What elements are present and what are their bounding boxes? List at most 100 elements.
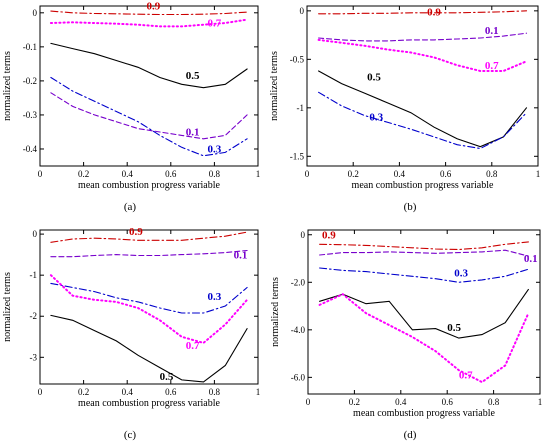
series-label-0.9: 0.9: [129, 226, 143, 238]
series-line-0.5: [318, 70, 528, 148]
x-axis-label: mean combustion progress variable: [352, 180, 494, 191]
series-line-0.7: [317, 38, 528, 72]
series-line-0.3: [319, 267, 529, 283]
panel-caption: (c): [124, 429, 137, 441]
y-tick-label: -0.5: [290, 54, 305, 64]
series-line-0.9: [50, 10, 248, 16]
y-tick-label: 0: [33, 8, 38, 18]
x-tick-label: 0.6: [442, 397, 454, 407]
x-tick-label: 0.2: [348, 169, 359, 179]
y-axis-label: normalized terms: [269, 51, 280, 121]
series-line-0.9: [318, 10, 528, 15]
series-label-0.5: 0.5: [367, 72, 381, 84]
y-tick-label: -0.4: [23, 144, 38, 154]
x-axis-label: mean combustion progress variable: [78, 180, 220, 191]
series-line-0.7: [49, 18, 249, 28]
series-line-0.9: [319, 241, 529, 251]
series-label-0.3: 0.3: [454, 267, 468, 279]
y-tick-label: -0.3: [23, 110, 38, 120]
series-label-0.3: 0.3: [208, 143, 222, 155]
series-label-0.1: 0.1: [485, 25, 499, 37]
x-tick-label: 0.8: [488, 397, 500, 407]
y-tick-label: -2.0: [291, 277, 306, 287]
x-tick-label: 0.2: [349, 397, 360, 407]
series-label-0.7: 0.7: [459, 370, 473, 382]
panel-caption: (d): [404, 429, 417, 441]
series-label-0.7: 0.7: [186, 340, 200, 352]
series-label-0.9: 0.9: [322, 229, 336, 241]
y-tick-label: -2: [30, 311, 38, 321]
x-tick-label: 1: [256, 387, 261, 397]
series-line-0.7: [49, 274, 249, 345]
panel-b: 0 0.2 0.4 0.6 0.8 1 0 -0.5 -1 -1.5 mean combustion…: [269, 5, 541, 213]
x-tick-label: 0.8: [209, 387, 221, 397]
plot-frame: [39, 5, 259, 167]
y-axis-label: normalized terms: [2, 51, 13, 121]
series-label-0.1: 0.1: [524, 253, 538, 265]
panel-caption: (a): [124, 201, 137, 213]
series-line-0.1: [50, 92, 248, 140]
plot-frame: [307, 229, 541, 395]
series-line-0.5: [319, 288, 529, 339]
x-tick-label: 0.4: [122, 387, 134, 397]
y-tick-label: 0: [300, 6, 305, 16]
y-tick-label: -0.2: [23, 76, 37, 86]
y-tick-label: -4.0: [291, 325, 306, 335]
x-tick-label: 1: [538, 397, 543, 407]
x-tick-label: 0.2: [78, 169, 89, 179]
x-tick-label: 0: [305, 169, 310, 179]
y-axis-label: normalized terms: [270, 277, 281, 347]
series-label-0.1: 0.1: [186, 126, 200, 138]
y-axis-label: normalized terms: [2, 272, 13, 342]
x-axis-label: mean combustion progress variable: [353, 408, 495, 419]
series-label-0.5: 0.5: [160, 371, 174, 383]
x-tick-label: 0.2: [78, 387, 89, 397]
series-line-0.1: [50, 249, 248, 258]
x-tick-label: 0.4: [122, 169, 134, 179]
series-line-0.3: [318, 91, 528, 150]
y-tick-label: -3: [30, 352, 38, 362]
x-tick-label: 0.8: [486, 169, 498, 179]
panel-c: 0 0.2 0.4 0.6 0.8 1 0 -1 -2 -3 mean combustion pro…: [2, 226, 260, 441]
series-label-0.3: 0.3: [369, 111, 383, 123]
y-tick-label: -1: [30, 270, 38, 280]
series-label-0.9: 0.9: [427, 7, 441, 19]
plot-frame: [39, 229, 259, 385]
x-tick-label: 0.4: [394, 169, 406, 179]
plot-frame: [306, 5, 539, 167]
y-tick-label: -6.0: [291, 372, 306, 382]
series-line-0.5: [50, 42, 248, 89]
x-tick-label: 0.6: [165, 169, 177, 179]
series-label-0.1: 0.1: [234, 250, 248, 262]
x-tick-label: 0.8: [209, 169, 221, 179]
y-tick-label: -0.1: [23, 42, 37, 52]
panel-d: 0 0.2 0.4 0.6 0.8 1 0 -2.0 -4.0 -6.0 mean combusti…: [270, 229, 542, 441]
series-line-0.9: [50, 231, 248, 243]
y-tick-label: 0: [301, 230, 306, 240]
series-label-0.5: 0.5: [447, 322, 461, 334]
x-tick-label: 0: [38, 169, 43, 179]
x-tick-label: 0: [38, 387, 43, 397]
series-line-0.5: [50, 314, 248, 383]
x-tick-label: 1: [256, 169, 261, 179]
x-tick-label: 0: [306, 397, 311, 407]
y-tick-label: -1: [297, 103, 305, 113]
series-line-0.1: [319, 249, 529, 257]
x-axis-label: mean combustion progress variable: [78, 398, 220, 409]
panel-a: 0 0.2 0.4 0.6 0.8 1 0 -0.1 -0.2 -0.3 -0.4 mean comb…: [2, 0, 260, 213]
x-tick-label: 0.6: [440, 169, 452, 179]
x-tick-label: 0.6: [165, 387, 177, 397]
y-tick-label: 0: [33, 229, 38, 239]
y-tick-label: -1.5: [290, 151, 305, 161]
panel-caption: (b): [404, 201, 417, 213]
x-tick-label: 0.4: [395, 397, 407, 407]
series-label-0.7: 0.7: [208, 17, 222, 29]
x-tick-label: 1: [536, 169, 541, 179]
series-label-0.3: 0.3: [208, 291, 222, 303]
series-line-0.1: [318, 32, 528, 42]
series-label-0.5: 0.5: [186, 70, 200, 82]
series-label-0.9: 0.9: [146, 0, 160, 12]
series-line-0.3: [50, 282, 248, 314]
series-line-0.7: [318, 293, 530, 384]
